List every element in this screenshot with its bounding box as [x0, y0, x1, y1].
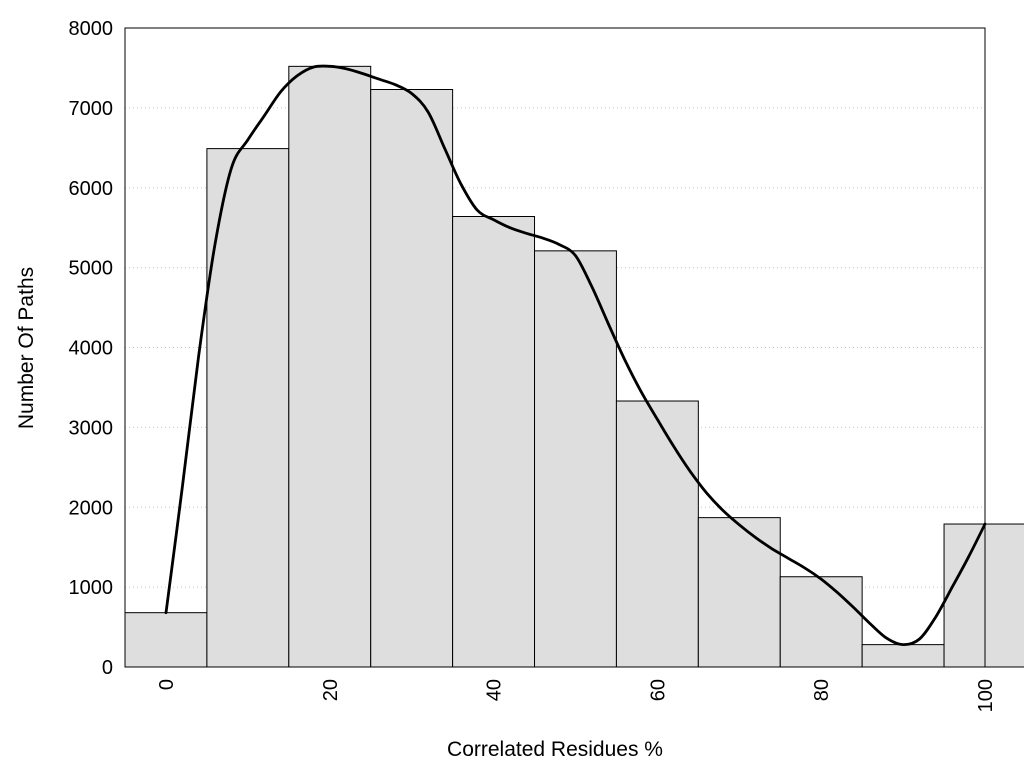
y-tick-label: 3000 [69, 417, 114, 439]
y-tick-label: 5000 [69, 258, 114, 280]
y-tick-label: 6000 [69, 178, 114, 200]
histogram-bar [124, 612, 208, 668]
x-tick-label: 20 [320, 679, 342, 701]
histogram-bar [288, 65, 372, 668]
x-tick-label: 80 [811, 679, 833, 701]
histogram-bar [370, 89, 454, 668]
y-tick-label: 4000 [69, 338, 114, 360]
histogram-bar [861, 644, 945, 668]
x-tick-label: 0 [156, 679, 178, 690]
y-axis-tick-labels: 0 1000 2000 3000 4000 5000 6000 7000 8000 [69, 18, 114, 679]
y-axis-label: Number Of Paths [15, 267, 38, 429]
histogram-bar [779, 576, 863, 668]
y-tick-label: 2000 [69, 497, 114, 519]
histogram-bar [452, 216, 536, 668]
density-curve [164, 64, 987, 647]
y-tick-label: 1000 [69, 577, 114, 599]
y-tick-label: 7000 [69, 98, 114, 120]
x-axis-label: Correlated Residues % [447, 738, 663, 761]
x-tick-label: 40 [484, 679, 506, 701]
y-tick-label: 8000 [69, 18, 114, 40]
x-tick-label: 60 [647, 679, 669, 701]
x-axis-tick-labels: 0 20 40 60 80 100 [156, 679, 997, 712]
histogram-bars [124, 65, 1024, 668]
histogram-bar [943, 523, 1024, 668]
x-tick-label: 100 [975, 679, 997, 712]
histogram-bar [615, 400, 699, 668]
y-tick-label: 0 [102, 657, 113, 679]
plot-frame [124, 27, 986, 668]
histogram-bar [697, 517, 781, 668]
